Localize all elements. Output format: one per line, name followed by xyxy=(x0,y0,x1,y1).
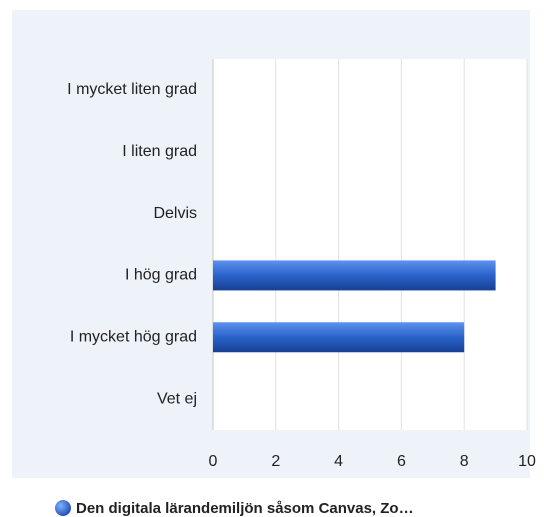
legend-label: Den digitala lärandemiljön såsom Canvas,… xyxy=(76,500,414,517)
bar xyxy=(213,322,465,353)
x-tick-label: 4 xyxy=(334,453,343,470)
y-tick-label: I mycket liten grad xyxy=(67,81,197,98)
x-tick-label: 10 xyxy=(518,453,536,470)
x-tick-label: 0 xyxy=(209,453,218,470)
legend-marker xyxy=(55,500,71,516)
y-tick-label: Delvis xyxy=(153,205,197,222)
x-tick-label: 8 xyxy=(460,453,469,470)
bar xyxy=(213,260,496,291)
plot-area xyxy=(213,59,527,430)
x-tick-label: 6 xyxy=(397,453,406,470)
y-tick-label: Vet ej xyxy=(157,390,197,407)
y-tick-label: I mycket hög grad xyxy=(70,328,197,345)
y-tick-label: I hög grad xyxy=(125,267,197,284)
y-tick-label: I liten grad xyxy=(122,143,197,160)
x-tick-label: 2 xyxy=(271,453,280,470)
